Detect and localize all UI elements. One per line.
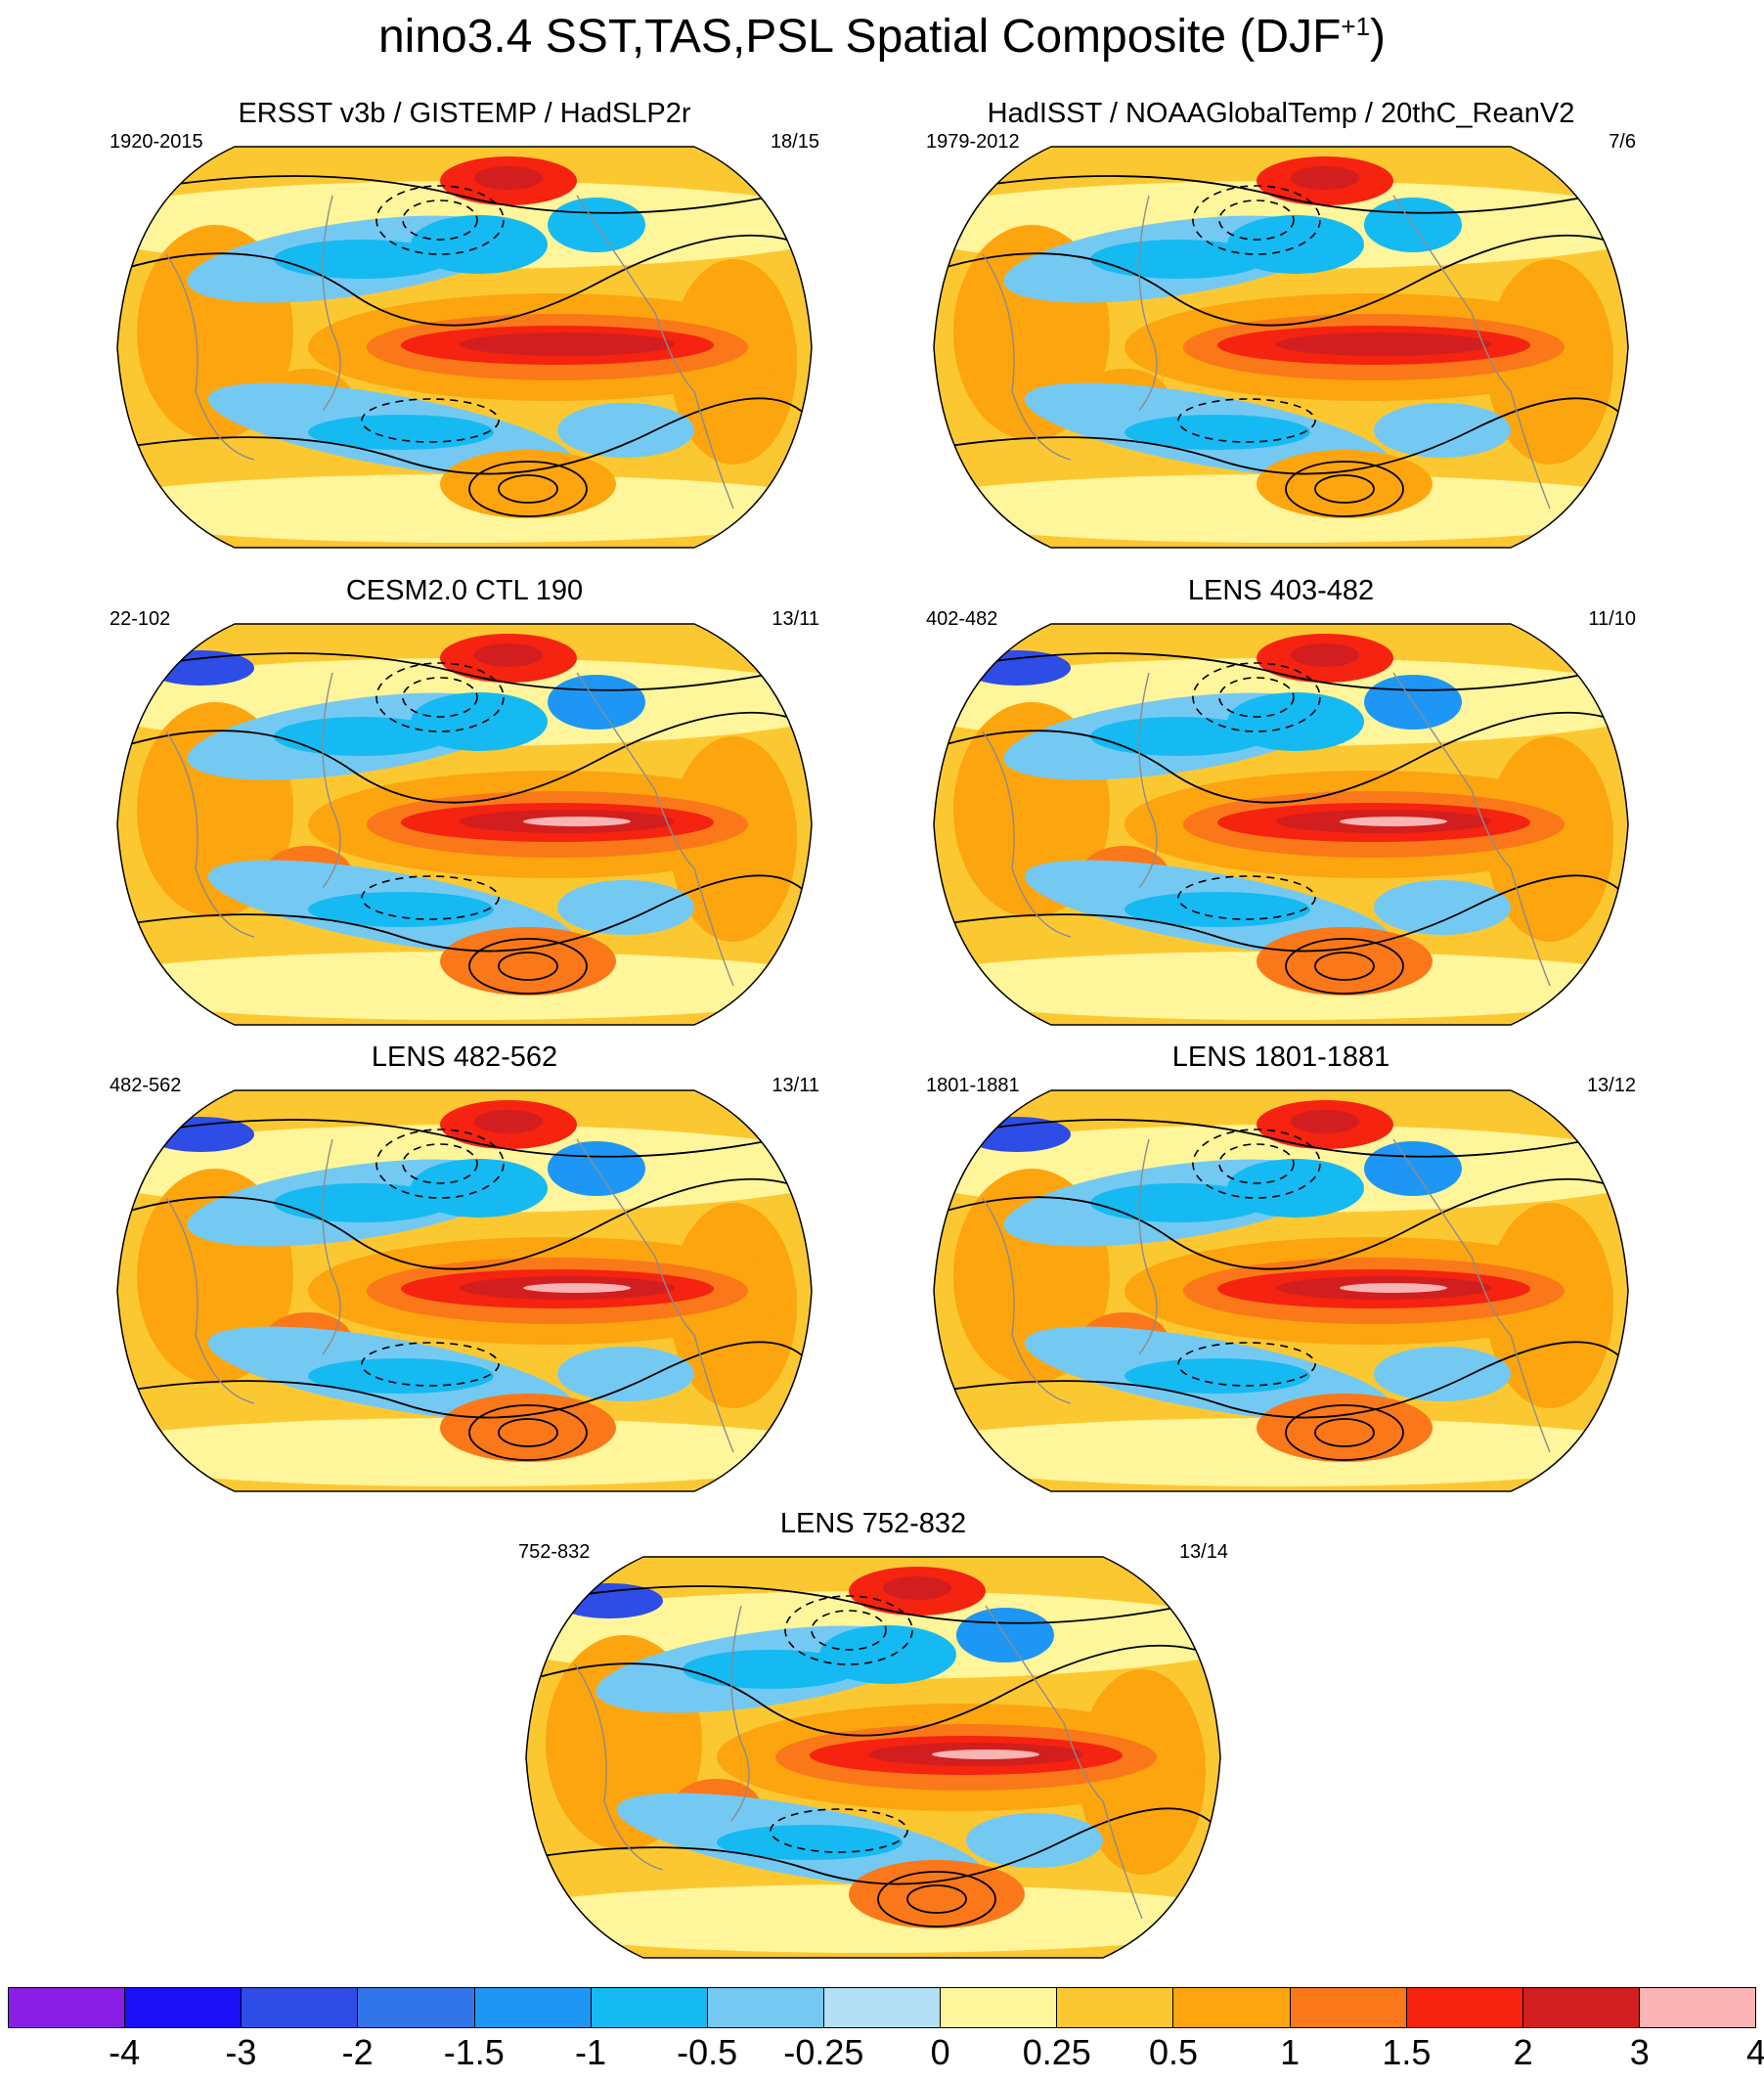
colorbar-swatch (1173, 1988, 1291, 2027)
robinson-map (933, 1089, 1629, 1492)
psl-contours (934, 652, 1628, 995)
robinson-map (116, 1089, 813, 1492)
panel-title: LENS 482-562 (371, 1041, 558, 1073)
temperature-anomaly-field (117, 624, 812, 1025)
map-panel: LENS 482-562 482-562 13/11 (108, 1041, 821, 1501)
colorbar-labels: -4 -3 -2 -1.5 -1 -0.5 -0.25 0 0.25 0.5 1 1.5 2 3 4 (0, 2032, 1764, 2081)
panel-title: LENS 403-482 (1187, 575, 1375, 606)
colorbar-tick-label: 4 (1745, 2032, 1764, 2072)
psl-dashed-contours (1177, 185, 1321, 443)
temperature-anomaly-field (934, 1090, 1628, 1491)
panel-count: 13/14 (1178, 1541, 1228, 1563)
map-panel: LENS 1801-1881 1801-1881 13/12 (924, 1041, 1638, 1501)
panel-count: 13/12 (1586, 1075, 1636, 1096)
temperature-anomaly-field (526, 1557, 1220, 1958)
colorbar (8, 1987, 1756, 2028)
panel-count: 7/6 (1609, 131, 1636, 153)
colorbar-swatch (474, 1988, 592, 2027)
psl-dashed-contours (1177, 1129, 1321, 1387)
coastlines (982, 672, 1551, 987)
psl-dashed-contours (1177, 662, 1321, 920)
coastlines (574, 1605, 1143, 1920)
temperature-anomaly-field (117, 147, 812, 548)
coastlines (165, 195, 734, 509)
colorbar-tick-label: 1.5 (1382, 2032, 1432, 2072)
map-panel: LENS 752-832 752-832 13/14 (516, 1508, 1230, 1968)
panel-years: 1801-1881 (926, 1075, 1020, 1096)
panel-years: 22-102 (110, 608, 171, 630)
colorbar-tick-label: 2 (1513, 2032, 1533, 2072)
coastlines (165, 1138, 734, 1453)
coastlines (982, 195, 1551, 509)
colorbar-swatch (242, 1988, 359, 2027)
colorbar-tick-label: -3 (225, 2032, 257, 2072)
colorbar-swatch (1290, 1988, 1407, 2027)
colorbar-swatch (941, 1988, 1058, 2027)
panel-count: 11/10 (1588, 608, 1636, 630)
panel-count: 13/11 (772, 1075, 819, 1096)
psl-contours (117, 652, 812, 995)
colorbar-tick-label: 0.5 (1148, 2032, 1199, 2072)
coastlines (982, 1138, 1551, 1453)
temperature-anomaly-field (934, 147, 1628, 548)
colorbar-swatch (823, 1988, 942, 2027)
psl-dashed-contours (361, 1129, 505, 1387)
panel-years: 752-832 (518, 1541, 591, 1563)
psl-contours (117, 1119, 812, 1461)
psl-contours (117, 175, 812, 517)
colorbar-swatch (591, 1988, 708, 2027)
panel-title: ERSST v3b / GISTEMP / HadSLP2r (238, 98, 691, 129)
panel-count: 18/15 (770, 131, 819, 153)
psl-contours (526, 1585, 1220, 1927)
colorbar-swatch (1522, 1988, 1640, 2027)
panel-title: LENS 752-832 (779, 1508, 967, 1539)
panel-years: 1920-2015 (110, 131, 203, 153)
map-panel: ERSST v3b / GISTEMP / HadSLP2r 1920-2015 1… (108, 98, 821, 557)
colorbar-tick-label: -1 (574, 2032, 607, 2072)
psl-contours (934, 1119, 1628, 1461)
panel-count: 13/11 (772, 608, 819, 630)
panel-years: 482-562 (110, 1075, 182, 1096)
psl-dashed-contours (361, 662, 505, 920)
psl-contours (934, 175, 1628, 517)
colorbar-tick-label: 0.25 (1022, 2032, 1091, 2072)
robinson-map (933, 623, 1629, 1026)
psl-dashed-contours (770, 1595, 913, 1853)
panel-title: LENS 1801-1881 (1171, 1041, 1390, 1073)
temperature-anomaly-field (117, 1090, 812, 1491)
colorbar-swatch (1406, 1988, 1523, 2027)
robinson-map (933, 146, 1629, 549)
colorbar-tick-label: -2 (341, 2032, 374, 2072)
colorbar-tick-label: -0.25 (783, 2032, 864, 2072)
temperature-anomaly-field (934, 624, 1628, 1025)
map-panel: CESM2.0 CTL 190 22-102 13/11 (108, 575, 821, 1035)
panel-years: 1979-2012 (926, 131, 1020, 153)
colorbar-tick-label: 0 (930, 2032, 950, 2072)
colorbar-swatch (9, 1988, 126, 2027)
colorbar-tick-label: -4 (109, 2032, 141, 2072)
robinson-map (116, 623, 813, 1026)
coastlines (165, 672, 734, 987)
colorbar-tick-label: -1.5 (443, 2032, 505, 2072)
figure-title: nino3.4 SST,TAS,PSL Spatial Composite (D… (377, 11, 1387, 63)
colorbar-tick-label: 1 (1280, 2032, 1301, 2072)
colorbar-swatch (125, 1988, 243, 2027)
colorbar-tick-label: 3 (1629, 2032, 1650, 2072)
robinson-map (525, 1556, 1221, 1959)
colorbar-swatch (707, 1988, 824, 2027)
map-panel: HadISST / NOAAGlobalTemp / 20thC_ReanV2 1… (924, 98, 1638, 557)
psl-dashed-contours (361, 185, 505, 443)
panel-years: 402-482 (926, 608, 998, 630)
colorbar-swatch (1639, 1988, 1756, 2027)
map-panel: LENS 403-482 402-482 11/10 (924, 575, 1638, 1035)
panel-title: CESM2.0 CTL 190 (345, 575, 584, 606)
panel-title: HadISST / NOAAGlobalTemp / 20thC_ReanV2 (987, 98, 1575, 129)
robinson-map (116, 146, 813, 549)
colorbar-swatch (358, 1988, 475, 2027)
colorbar-tick-label: -0.5 (677, 2032, 738, 2072)
colorbar-swatch (1057, 1988, 1174, 2027)
